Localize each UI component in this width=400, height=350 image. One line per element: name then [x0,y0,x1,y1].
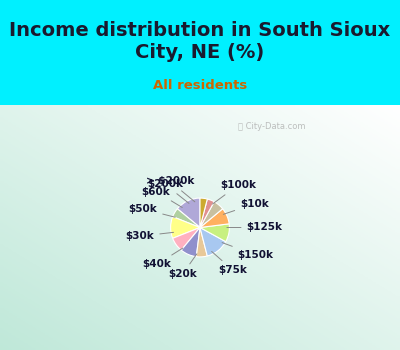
Wedge shape [170,217,200,238]
Text: > $200k: > $200k [146,176,195,202]
Wedge shape [173,209,200,228]
Wedge shape [200,209,229,228]
Text: $40k: $40k [142,248,183,269]
Text: $60k: $60k [142,187,182,208]
Wedge shape [173,228,200,250]
Text: $20k: $20k [168,254,197,279]
Text: All residents: All residents [153,79,247,92]
Text: Income distribution in South Sioux
City, NE (%): Income distribution in South Sioux City,… [9,21,391,62]
Wedge shape [200,199,214,228]
Text: $10k: $10k [223,199,269,214]
Text: $200k: $200k [147,179,189,203]
Wedge shape [200,224,229,241]
Wedge shape [200,228,226,256]
Wedge shape [177,198,200,228]
Text: $75k: $75k [212,251,247,275]
Text: $50k: $50k [128,204,175,217]
Text: $150k: $150k [222,243,274,260]
Wedge shape [200,198,207,228]
Text: $30k: $30k [126,231,174,241]
Wedge shape [200,202,223,228]
Wedge shape [181,228,200,257]
Text: $100k: $100k [212,180,256,204]
Text: $125k: $125k [227,223,282,232]
Wedge shape [196,228,207,257]
Text: ⓘ City-Data.com: ⓘ City-Data.com [238,122,305,131]
